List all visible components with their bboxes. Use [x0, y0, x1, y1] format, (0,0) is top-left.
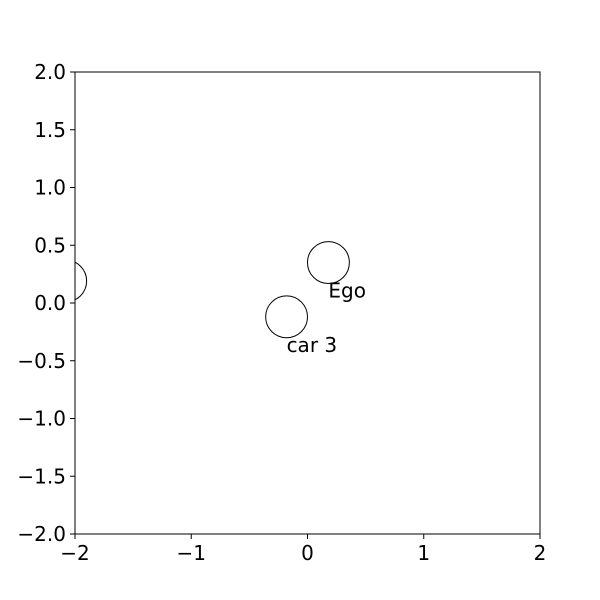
x-tick-label: 0 — [301, 541, 314, 565]
y-tick-label: −0.5 — [17, 349, 66, 373]
x-tick-label: 2 — [534, 541, 547, 565]
y-tick-label: 0.0 — [34, 291, 66, 315]
y-tick-label: 2.0 — [34, 60, 66, 84]
y-tick-label: 0.5 — [34, 233, 66, 257]
y-tick-label: −1.0 — [17, 407, 66, 431]
ego-label: Ego — [328, 279, 366, 303]
y-tick-label: −1.5 — [17, 464, 66, 488]
ego-marker — [307, 241, 350, 285]
point-labels: Ego car 3 — [287, 279, 366, 357]
car-3-marker — [265, 295, 309, 339]
x-tick-label: −1 — [177, 541, 206, 565]
x-tick-label: 1 — [417, 541, 430, 565]
plot-marks — [75, 241, 350, 339]
y-tick-label: 1.0 — [34, 176, 66, 200]
y-tick-label: −2.0 — [17, 522, 66, 546]
x-tick-label: −2 — [60, 541, 89, 565]
unlabeled-marker — [75, 261, 88, 301]
y-axis: 2.0 1.5 1.0 0.5 0.0 −0.5 −1.0 −1.5 −2.0 — [17, 60, 75, 546]
car-3-label: car 3 — [287, 333, 338, 357]
x-axis: −2 −1 0 1 2 — [60, 534, 546, 565]
y-tick-label: 1.5 — [34, 118, 66, 142]
